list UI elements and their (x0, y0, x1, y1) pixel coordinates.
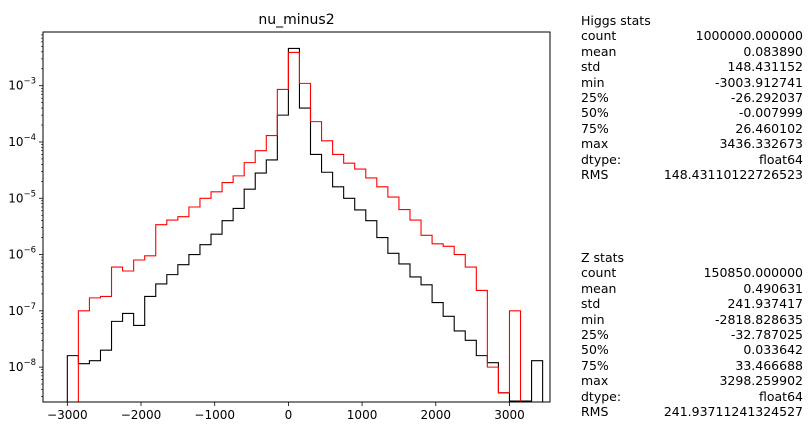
series-1-line (77, 51, 522, 402)
stats-row: max 3436.332673 (581, 136, 803, 151)
stats-value: -0.007999 (738, 105, 803, 121)
stats-label: 25% (581, 327, 609, 343)
stats-label: 50% (581, 342, 609, 358)
stats-value: 33.466688 (735, 357, 803, 373)
stats-label: dtype: (581, 388, 622, 404)
stats-label: RMS (581, 404, 609, 420)
x-tick-label: 3000 (494, 408, 525, 422)
y-axis: 10−8 10−7 10−6 10−5 10−4 10−3 (8, 34, 43, 397)
x-axis: −3000 −2000 −1000 0 1000 2000 3000 (47, 402, 525, 422)
y-tick-label: 10−7 (8, 302, 36, 318)
histogram-chart: nu_minus2 −3000 −2000 −1000 0 1000 2000 3000 1… (8, 12, 551, 422)
stats-value: 1000000.000000 (695, 28, 803, 44)
y-tick-label: 10−8 (8, 358, 36, 374)
stats-row: dtype: float64 (581, 152, 803, 167)
stats-row: 50% 0.033642 (581, 342, 803, 357)
higgs-stats-title: Higgs stats (581, 13, 651, 28)
stats-value: 148.43110122726523 (663, 167, 803, 183)
chart-title: nu_minus2 (258, 12, 334, 28)
y-tick-label: 10−5 (8, 189, 36, 205)
stats-value: 241.937417 (727, 296, 803, 312)
stats-value: -3003.912741 (714, 74, 803, 90)
y-tick-label: 10−6 (8, 246, 36, 262)
stats-label: RMS (581, 167, 609, 183)
stats-row: 50% -0.007999 (581, 105, 803, 120)
z-stats-title: Z stats (581, 250, 625, 265)
stats-row: min -2818.828635 (581, 312, 803, 327)
z-stats-panel: Z stats count 150850.000000 mean 0.490631 st… (581, 250, 803, 419)
stats-value: 3436.332673 (719, 136, 803, 152)
stats-value: 241.93711241324527 (663, 404, 803, 420)
stats-value: -32.787025 (730, 327, 803, 343)
stats-row: RMS 241.93711241324527 (581, 404, 803, 419)
stats-value: -2818.828635 (714, 311, 803, 327)
stats-row: std 148.431152 (581, 59, 803, 74)
stats-label: std (581, 59, 601, 75)
stats-row: count 1000000.000000 (581, 28, 803, 43)
stats-label: min (581, 74, 605, 90)
stats-label: min (581, 311, 605, 327)
stats-row: 75% 26.460102 (581, 121, 803, 136)
stats-value: 0.083890 (743, 43, 803, 59)
stats-label: mean (581, 280, 617, 296)
stats-value: 148.431152 (727, 59, 803, 75)
stats-label: mean (581, 43, 617, 59)
stats-label: 50% (581, 105, 609, 121)
x-tick-label: −1000 (194, 408, 235, 422)
stats-label: 75% (581, 357, 609, 373)
higgs-stats-panel: Higgs stats count 1000000.000000 mean 0.083… (581, 13, 803, 182)
stats-row: mean 0.490631 (581, 281, 803, 296)
x-tick-label: 2000 (421, 408, 452, 422)
stats-row: std 241.937417 (581, 296, 803, 311)
stats-label: 25% (581, 90, 609, 106)
stats-row: max 3298.259902 (581, 373, 803, 388)
stats-value: 150850.000000 (703, 265, 803, 281)
stats-label: count (581, 28, 617, 44)
y-tick-label: 10−4 (8, 133, 36, 149)
stats-label: max (581, 136, 609, 152)
stats-label: count (581, 265, 617, 281)
stats-value: float64 (759, 388, 803, 404)
y-tick-label: 10−3 (8, 77, 36, 93)
stats-value: float64 (759, 151, 803, 167)
plot-frame (42, 31, 551, 403)
stats-value: 26.460102 (735, 120, 803, 136)
stats-label: 75% (581, 120, 609, 136)
stats-row: 25% -26.292037 (581, 90, 803, 105)
series-0-line (66, 47, 544, 402)
stats-label: std (581, 296, 601, 312)
stats-label: dtype: (581, 151, 622, 167)
stats-row: mean 0.083890 (581, 44, 803, 59)
stats-value: -26.292037 (730, 90, 803, 106)
stats-row: count 150850.000000 (581, 265, 803, 280)
stats-row: RMS 148.43110122726523 (581, 167, 803, 182)
stats-row: dtype: float64 (581, 389, 803, 404)
x-tick-label: 1000 (347, 408, 378, 422)
stats-label: max (581, 373, 609, 389)
x-tick-label: −2000 (121, 408, 162, 422)
stats-row: min -3003.912741 (581, 75, 803, 90)
stats-row: 75% 33.466688 (581, 358, 803, 373)
x-tick-label: 0 (285, 408, 293, 422)
stats-row: 25% -32.787025 (581, 327, 803, 342)
stats-value: 3298.259902 (719, 373, 803, 389)
stats-value: 0.033642 (743, 342, 803, 358)
x-tick-label: −3000 (47, 408, 88, 422)
stats-value: 0.490631 (743, 280, 803, 296)
